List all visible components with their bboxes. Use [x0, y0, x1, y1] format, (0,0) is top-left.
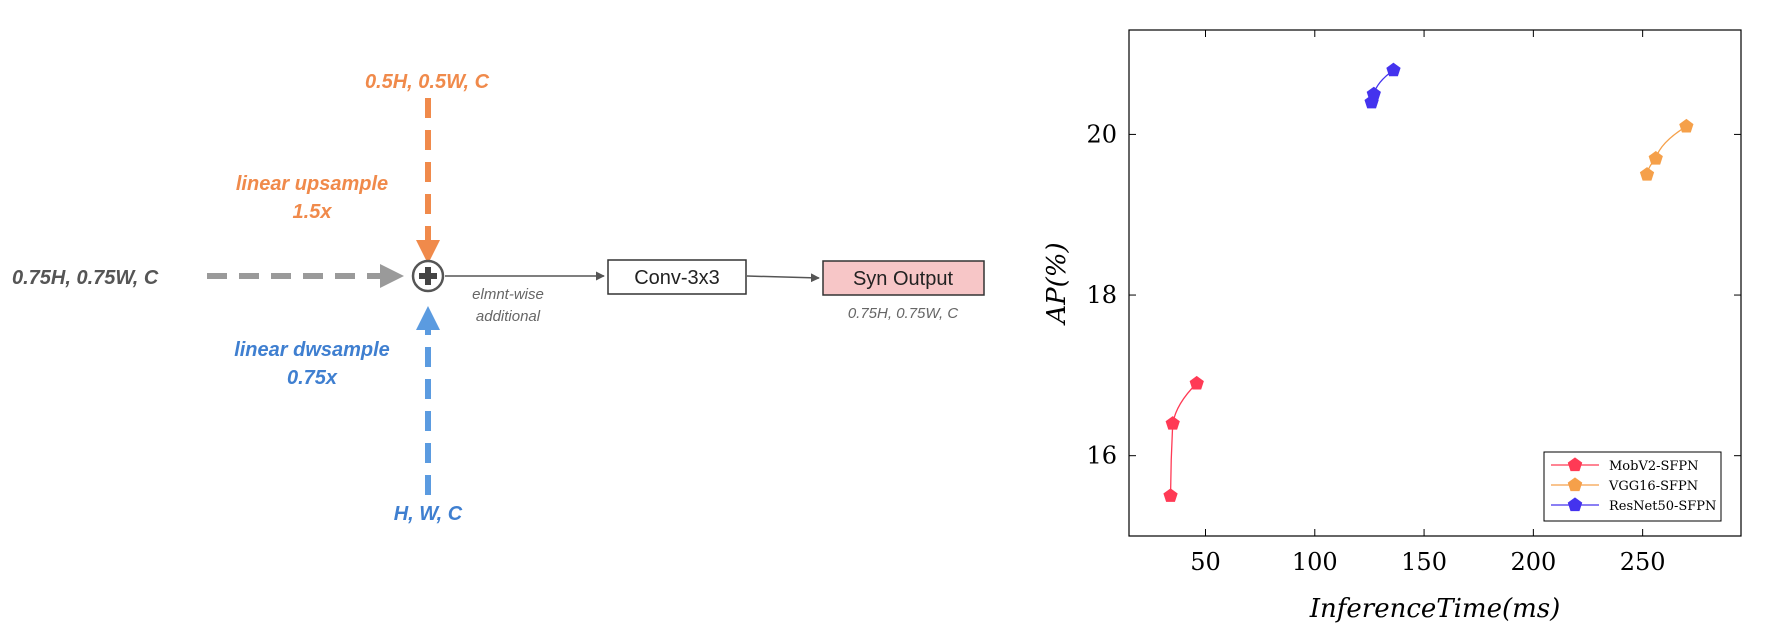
- series-line-1: [1646, 125, 1687, 175]
- legend-entry: MobV2-SFPN: [1609, 459, 1699, 474]
- conv-box: [607, 259, 747, 295]
- syn-output-label: Syn Output: [853, 268, 954, 290]
- fusion-diagram: 0.5H, 0.5W, C linear upsample 1.5x 0.75H…: [12, 71, 985, 525]
- x-tick-label: 100: [1292, 548, 1338, 576]
- y-axis-label: AP(%): [1042, 242, 1072, 325]
- legend: MobV2-SFPN VGG16-SFPN ResNet50-SFPN: [1543, 451, 1722, 522]
- data-point: [1366, 86, 1381, 101]
- left-input-label: 0.75H, 0.75W, C: [12, 267, 159, 289]
- plot-frame: [1128, 29, 1742, 537]
- data-point: [1648, 151, 1663, 165]
- bottom-input-label: H, W, C: [394, 503, 463, 525]
- series-line-0: [1169, 382, 1198, 496]
- data-point: [1163, 488, 1178, 502]
- data-point: [1189, 375, 1204, 390]
- top-input-label: 0.5H, 0.5W, C: [365, 71, 490, 93]
- conv-label: Conv-3x3: [634, 267, 720, 289]
- data-point: [1165, 416, 1180, 430]
- data-point: [1639, 167, 1655, 181]
- elementwise-label-2: additional: [476, 308, 541, 325]
- data-point: [1386, 62, 1401, 77]
- syn-output-box: [822, 260, 985, 296]
- legend-marker: [1567, 477, 1583, 492]
- elementwise-label: elmnt-wise: [472, 286, 544, 303]
- x-tick-label: 50: [1190, 548, 1221, 576]
- x-axis: 50 100 150 200 250: [1190, 30, 1666, 576]
- legend-entry: ResNet50-SFPN: [1609, 499, 1716, 514]
- y-tick-label: 18: [1086, 281, 1117, 309]
- x-tick-label: 200: [1510, 548, 1556, 576]
- y-tick-label: 20: [1086, 120, 1117, 148]
- x-axis-label: InferenceTime(ms): [1309, 594, 1561, 624]
- output-dims-label: 0.75H, 0.75W, C: [848, 305, 958, 322]
- x-tick-label: 150: [1401, 548, 1447, 576]
- conv-to-output-arrow: [746, 273, 820, 283]
- legend-marker: [1567, 497, 1583, 512]
- x-tick-label: 250: [1620, 548, 1666, 576]
- upsample-factor-label: 1.5x: [293, 201, 333, 223]
- series-layer: [1163, 62, 1694, 502]
- dwsample-factor-label: 0.75x: [287, 367, 338, 389]
- dwsample-label: linear dwsample: [234, 339, 390, 361]
- y-axis: 16 18 20: [1086, 120, 1741, 470]
- data-point: [1679, 118, 1694, 133]
- y-tick-label: 16: [1086, 442, 1117, 470]
- plus-circle-icon: [411, 259, 445, 293]
- legend-marker: [1567, 457, 1583, 472]
- legend-entry: VGG16-SFPN: [1608, 479, 1698, 494]
- upsample-label: linear upsample: [236, 173, 388, 195]
